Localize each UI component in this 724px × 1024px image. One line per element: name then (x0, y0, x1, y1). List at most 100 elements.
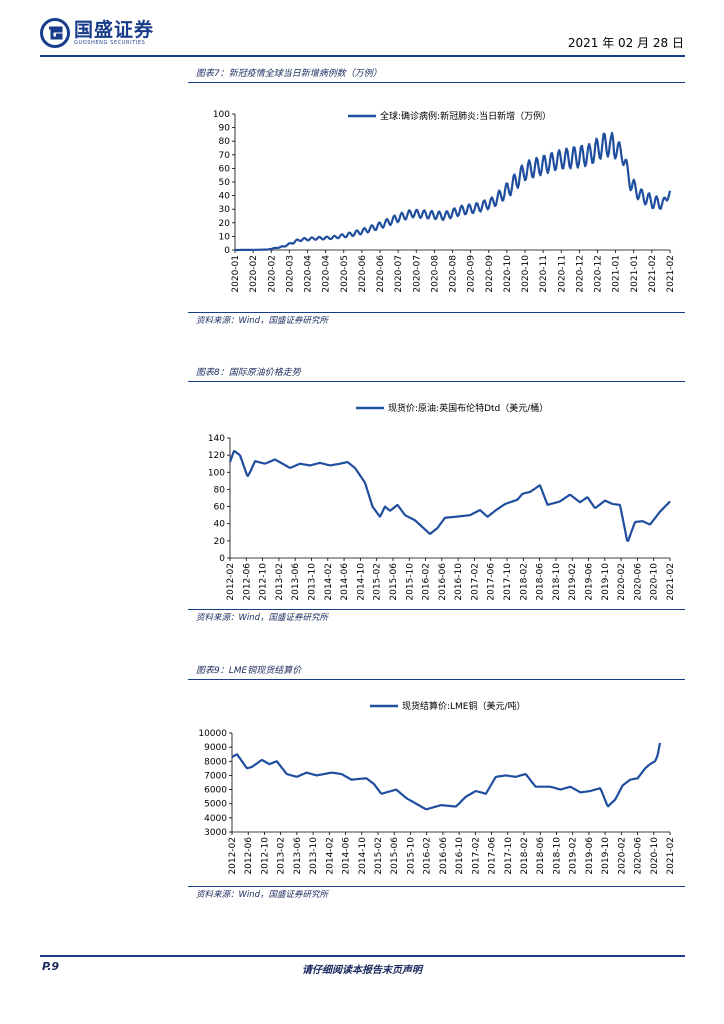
x-tick-label: 2021-02 (666, 837, 676, 875)
x-tick-label: 2017-02 (470, 563, 480, 601)
x-tick-label: 2020-02 (617, 563, 627, 601)
y-tick-label: 0 (219, 554, 225, 564)
x-tick-label: 2020-06 (634, 837, 644, 875)
y-tick-label: 9000 (204, 743, 227, 753)
x-tick-label: 2020-07 (412, 255, 422, 293)
figure-7-top-rule (188, 82, 685, 83)
x-tick-label: 2020-04 (304, 255, 314, 293)
x-tick-label: 2013-02 (275, 563, 285, 601)
x-tick-label: 2021-02 (666, 563, 676, 601)
x-tick-label: 2015-02 (373, 563, 383, 601)
figure-9-top-rule (188, 679, 685, 680)
x-tick-label: 2020-11 (557, 255, 567, 293)
y-tick-label: 6000 (204, 786, 227, 796)
x-tick-label: 2020-08 (430, 255, 440, 293)
figure-9-title: 图表9：LME铜现货结算价 (196, 666, 302, 676)
y-tick-label: 90 (219, 124, 231, 134)
x-tick-label: 2012-02 (226, 563, 236, 601)
x-tick-label: 2021-01 (612, 255, 622, 293)
x-tick-label: 2013-10 (309, 837, 319, 875)
x-tick-label: 2020-06 (376, 255, 386, 293)
legend-label: 全球:确诊病例:新冠肺炎:当日新增（万例） (380, 110, 551, 122)
y-tick-label: 7000 (204, 771, 227, 781)
logo-english-name: GUOSHENG SECURITIES (74, 40, 146, 46)
x-tick-label: 2020-08 (449, 255, 459, 293)
y-tick-label: 40 (219, 192, 231, 202)
figure-7-source: 资料来源：Wind，国盛证券研究所 (196, 316, 329, 326)
x-tick-label: 2012-10 (259, 563, 269, 601)
x-tick-label: 2013-10 (307, 563, 317, 601)
figure-8-top-rule (188, 381, 685, 382)
y-tick-label: 80 (214, 485, 226, 495)
x-tick-label: 2016-06 (439, 837, 449, 875)
x-tick-label: 2020-06 (358, 255, 368, 293)
y-tick-label: 3000 (204, 828, 227, 838)
x-tick-label: 2020-09 (485, 255, 495, 293)
x-tick-label: 2020-04 (322, 255, 332, 293)
x-tick-label: 2021-01 (630, 255, 640, 293)
series-line (234, 131, 672, 252)
report-date: 2021 年 02 月 28 日 (567, 36, 684, 50)
x-tick-label: 2020-12 (594, 255, 604, 293)
x-tick-label: 2020-02 (249, 255, 259, 293)
x-tick-label: 2018-02 (519, 563, 529, 601)
y-tick-label: 4000 (204, 814, 227, 824)
disclaimer-link[interactable]: 请仔细阅读本报告末页声明 (302, 965, 422, 976)
y-tick-label: 20 (219, 219, 231, 229)
x-tick-label: 2015-02 (374, 837, 384, 875)
x-tick-label: 2017-06 (487, 563, 497, 601)
x-tick-label: 2017-10 (504, 837, 514, 875)
x-tick-label: 2017-06 (488, 837, 498, 875)
x-tick-label: 2020-10 (521, 255, 531, 293)
figure-8-bottom-rule (188, 609, 685, 610)
y-tick-label: 120 (208, 451, 225, 461)
covid-cases-chart: 0 10 20 30 40 50 60 70 80 90 100 2020-01 2020-02 2020… (213, 110, 676, 293)
figure-8-title: 图表8：国际原油价格走势 (196, 368, 301, 378)
x-tick-label: 2020-01 (231, 255, 241, 293)
x-tick-label: 2016-06 (438, 563, 448, 601)
x-tick-label: 2013-02 (277, 837, 287, 875)
x-tick-label: 2019-10 (601, 563, 611, 601)
x-tick-label: 2020-03 (285, 255, 295, 293)
x-tick-label: 2015-10 (406, 837, 416, 875)
legend-label: 现货价:原油:英国布伦特Dtd（美元/桶） (388, 402, 548, 414)
x-tick-label: 2018-10 (552, 837, 562, 875)
figure-9-source: 资料来源：Wind，国盛证券研究所 (196, 890, 329, 900)
x-tick-label: 2021-02 (666, 255, 676, 293)
x-tick-label: 2020-10 (650, 837, 660, 875)
x-tick-label: 2020-02 (617, 837, 627, 875)
x-tick-label: 2018-10 (552, 563, 562, 601)
y-tick-label: 80 (219, 137, 231, 147)
x-tick-label: 2020-07 (394, 255, 404, 293)
lme-copper-chart: 3000 4000 5000 6000 7000 8000 9000 10000 2012-02… (198, 700, 676, 875)
figure-7-title: 图表7：新冠疫情全球当日新增病例数（万例） (196, 69, 382, 79)
header-divider (40, 55, 685, 57)
x-tick-label: 2020-11 (539, 255, 549, 293)
y-tick-label: 8000 (204, 757, 227, 767)
x-tick-label: 2020-10 (503, 255, 513, 293)
x-tick-label: 2014-06 (340, 563, 350, 601)
x-tick-label: 2015-10 (405, 563, 415, 601)
x-tick-label: 2012-02 (228, 837, 238, 875)
y-tick-label: 10000 (198, 729, 227, 739)
x-tick-label: 2020-02 (267, 255, 277, 293)
footer-divider (40, 955, 685, 957)
x-tick-label: 2020-05 (340, 255, 350, 293)
y-tick-label: 100 (213, 110, 230, 120)
x-tick-label: 2020-06 (633, 563, 643, 601)
x-tick-label: 2021-02 (648, 255, 658, 293)
x-tick-label: 2016-02 (422, 563, 432, 601)
x-tick-label: 2019-10 (601, 837, 611, 875)
x-tick-label: 2018-06 (536, 837, 546, 875)
y-tick-label: 20 (214, 537, 226, 547)
y-tick-label: 10 (219, 232, 231, 242)
y-tick-label: 5000 (204, 800, 227, 810)
y-tick-label: 0 (224, 246, 230, 256)
x-tick-label: 2013-06 (293, 837, 303, 875)
x-tick-label: 2016-10 (454, 563, 464, 601)
y-tick-label: 40 (214, 520, 226, 530)
logo-name: 国盛证券 (74, 19, 155, 41)
x-tick-label: 2014-10 (356, 563, 366, 601)
x-tick-label: 2019-06 (585, 563, 595, 601)
figure-9-bottom-rule (188, 886, 685, 887)
